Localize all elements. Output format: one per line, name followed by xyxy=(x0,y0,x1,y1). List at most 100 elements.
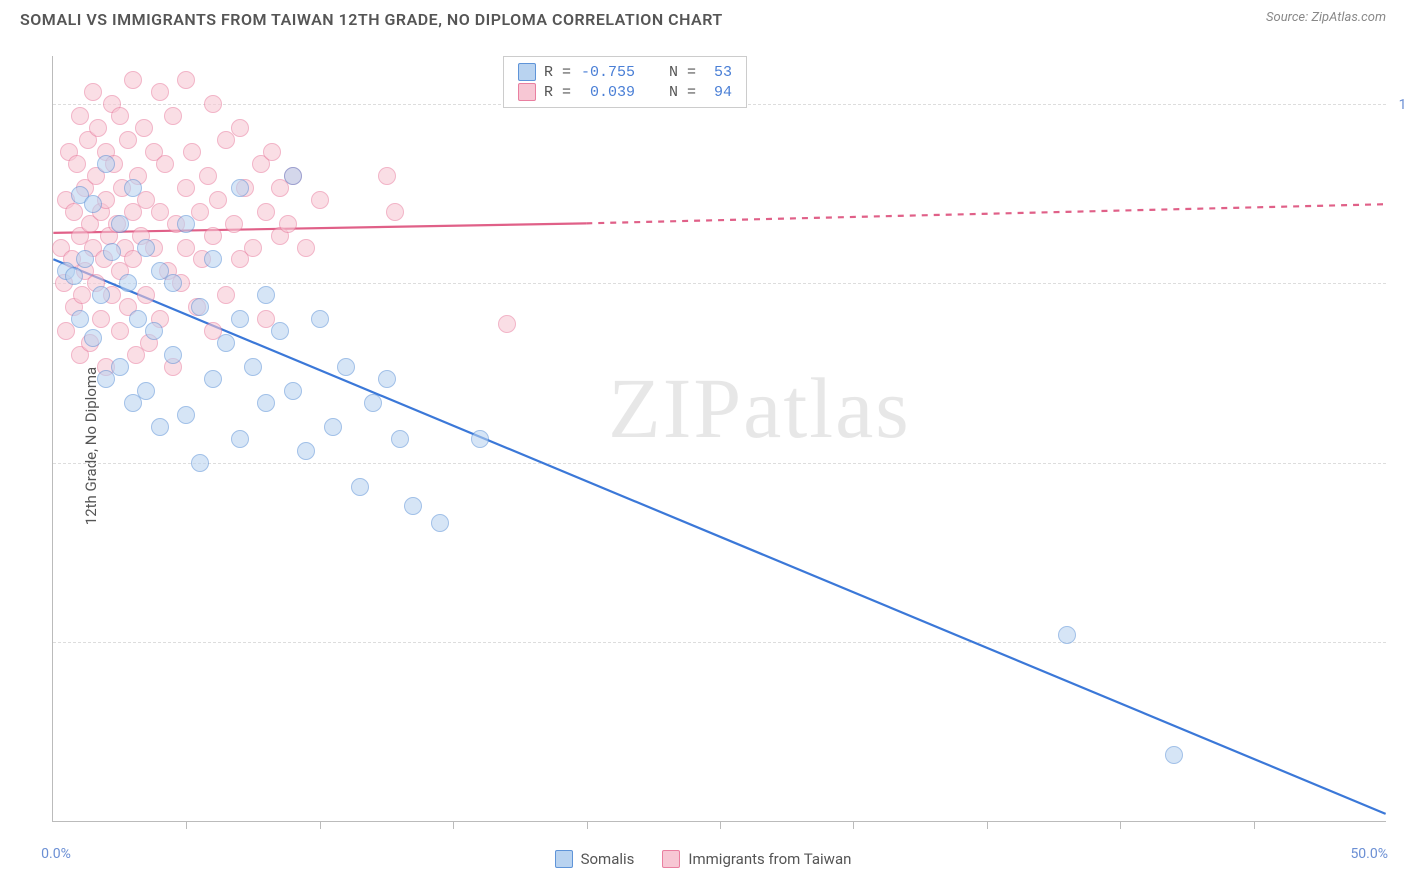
scatter-point xyxy=(145,322,163,340)
bottom-legend: Somalis Immigrants from Taiwan xyxy=(0,850,1406,868)
scatter-point xyxy=(156,155,174,173)
scatter-point xyxy=(257,286,275,304)
scatter-point xyxy=(1058,626,1076,644)
y-tick-label: 100.0% xyxy=(1399,97,1406,113)
n-value-b: 94 xyxy=(704,84,732,101)
scatter-point xyxy=(129,310,147,328)
chart-plot-area: ZIPatlas 77.5%85.0%92.5%100.0% R = -0.75… xyxy=(52,56,1386,822)
scatter-point xyxy=(231,179,249,197)
watermark: ZIPatlas xyxy=(608,358,911,458)
regression-line xyxy=(586,204,1385,223)
scatter-point xyxy=(71,310,89,328)
scatter-point xyxy=(199,167,217,185)
scatter-point xyxy=(137,382,155,400)
scatter-point xyxy=(151,83,169,101)
x-tick-mark xyxy=(453,821,454,829)
source-label: Source: ZipAtlas.com xyxy=(1266,10,1386,25)
scatter-point xyxy=(204,95,222,113)
scatter-point xyxy=(92,310,110,328)
scatter-point xyxy=(111,358,129,376)
scatter-point xyxy=(263,143,281,161)
r-label-b: R = xyxy=(544,84,571,101)
n-value-a: 53 xyxy=(704,64,732,81)
scatter-point xyxy=(351,478,369,496)
scatter-point xyxy=(65,203,83,221)
scatter-point xyxy=(103,243,121,261)
x-tick-mark xyxy=(186,821,187,829)
scatter-point xyxy=(498,315,516,333)
scatter-point xyxy=(97,155,115,173)
scatter-point xyxy=(324,418,342,436)
scatter-point xyxy=(84,83,102,101)
scatter-point xyxy=(217,286,235,304)
scatter-point xyxy=(231,310,249,328)
x-tick-mark xyxy=(853,821,854,829)
scatter-point xyxy=(164,274,182,292)
scatter-point xyxy=(311,191,329,209)
scatter-point xyxy=(177,179,195,197)
scatter-point xyxy=(244,239,262,257)
scatter-point xyxy=(244,358,262,376)
n-label-b: N = xyxy=(669,84,696,101)
bottom-legend-a-label: Somalis xyxy=(581,850,635,868)
scatter-point xyxy=(404,497,422,515)
bottom-legend-item-b: Immigrants from Taiwan xyxy=(662,850,851,868)
source-name: ZipAtlas.com xyxy=(1311,10,1386,25)
scatter-point xyxy=(191,454,209,472)
chart-title: SOMALI VS IMMIGRANTS FROM TAIWAN 12TH GR… xyxy=(20,10,723,29)
scatter-point xyxy=(386,203,404,221)
scatter-point xyxy=(191,298,209,316)
legend-stats-row-a: R = -0.755 N = 53 xyxy=(518,62,732,82)
x-tick-mark xyxy=(587,821,588,829)
swatch-b-icon xyxy=(518,83,536,101)
scatter-point xyxy=(279,215,297,233)
scatter-point xyxy=(151,203,169,221)
scatter-point xyxy=(297,239,315,257)
scatter-point xyxy=(284,382,302,400)
x-tick-mark xyxy=(1254,821,1255,829)
scatter-point xyxy=(151,418,169,436)
watermark-part2: atlas xyxy=(743,360,911,456)
scatter-point xyxy=(257,203,275,221)
scatter-point xyxy=(137,239,155,257)
n-label-a: N = xyxy=(669,64,696,81)
watermark-part1: ZIP xyxy=(608,360,743,456)
scatter-point xyxy=(257,394,275,412)
scatter-point xyxy=(111,107,129,125)
scatter-point xyxy=(84,195,102,213)
bottom-swatch-a-icon xyxy=(555,850,573,868)
scatter-point xyxy=(284,167,302,185)
scatter-point xyxy=(177,71,195,89)
gridline-h: 92.5% xyxy=(53,283,1386,284)
x-tick-mark xyxy=(720,821,721,829)
r-label-a: R = xyxy=(544,64,571,81)
scatter-point xyxy=(164,107,182,125)
scatter-point xyxy=(337,358,355,376)
scatter-point xyxy=(89,119,107,137)
scatter-point xyxy=(364,394,382,412)
scatter-point xyxy=(124,179,142,197)
bottom-legend-item-a: Somalis xyxy=(555,850,635,868)
scatter-point xyxy=(177,215,195,233)
scatter-point xyxy=(119,274,137,292)
regression-lines-svg xyxy=(53,56,1386,821)
scatter-point xyxy=(209,191,227,209)
scatter-point xyxy=(68,155,86,173)
scatter-point xyxy=(217,334,235,352)
scatter-point xyxy=(164,346,182,364)
scatter-point xyxy=(177,406,195,424)
scatter-point xyxy=(471,430,489,448)
scatter-point xyxy=(231,430,249,448)
scatter-point xyxy=(111,215,129,233)
swatch-a-icon xyxy=(518,63,536,81)
scatter-point xyxy=(225,215,243,233)
scatter-point xyxy=(204,370,222,388)
x-tick-mark xyxy=(1120,821,1121,829)
scatter-point xyxy=(111,322,129,340)
legend-stats-box: R = -0.755 N = 53 R = 0.039 N = 94 xyxy=(503,56,747,108)
scatter-point xyxy=(378,370,396,388)
scatter-point xyxy=(76,250,94,268)
r-value-a: -0.755 xyxy=(579,64,635,81)
scatter-point xyxy=(431,514,449,532)
x-tick-mark xyxy=(320,821,321,829)
